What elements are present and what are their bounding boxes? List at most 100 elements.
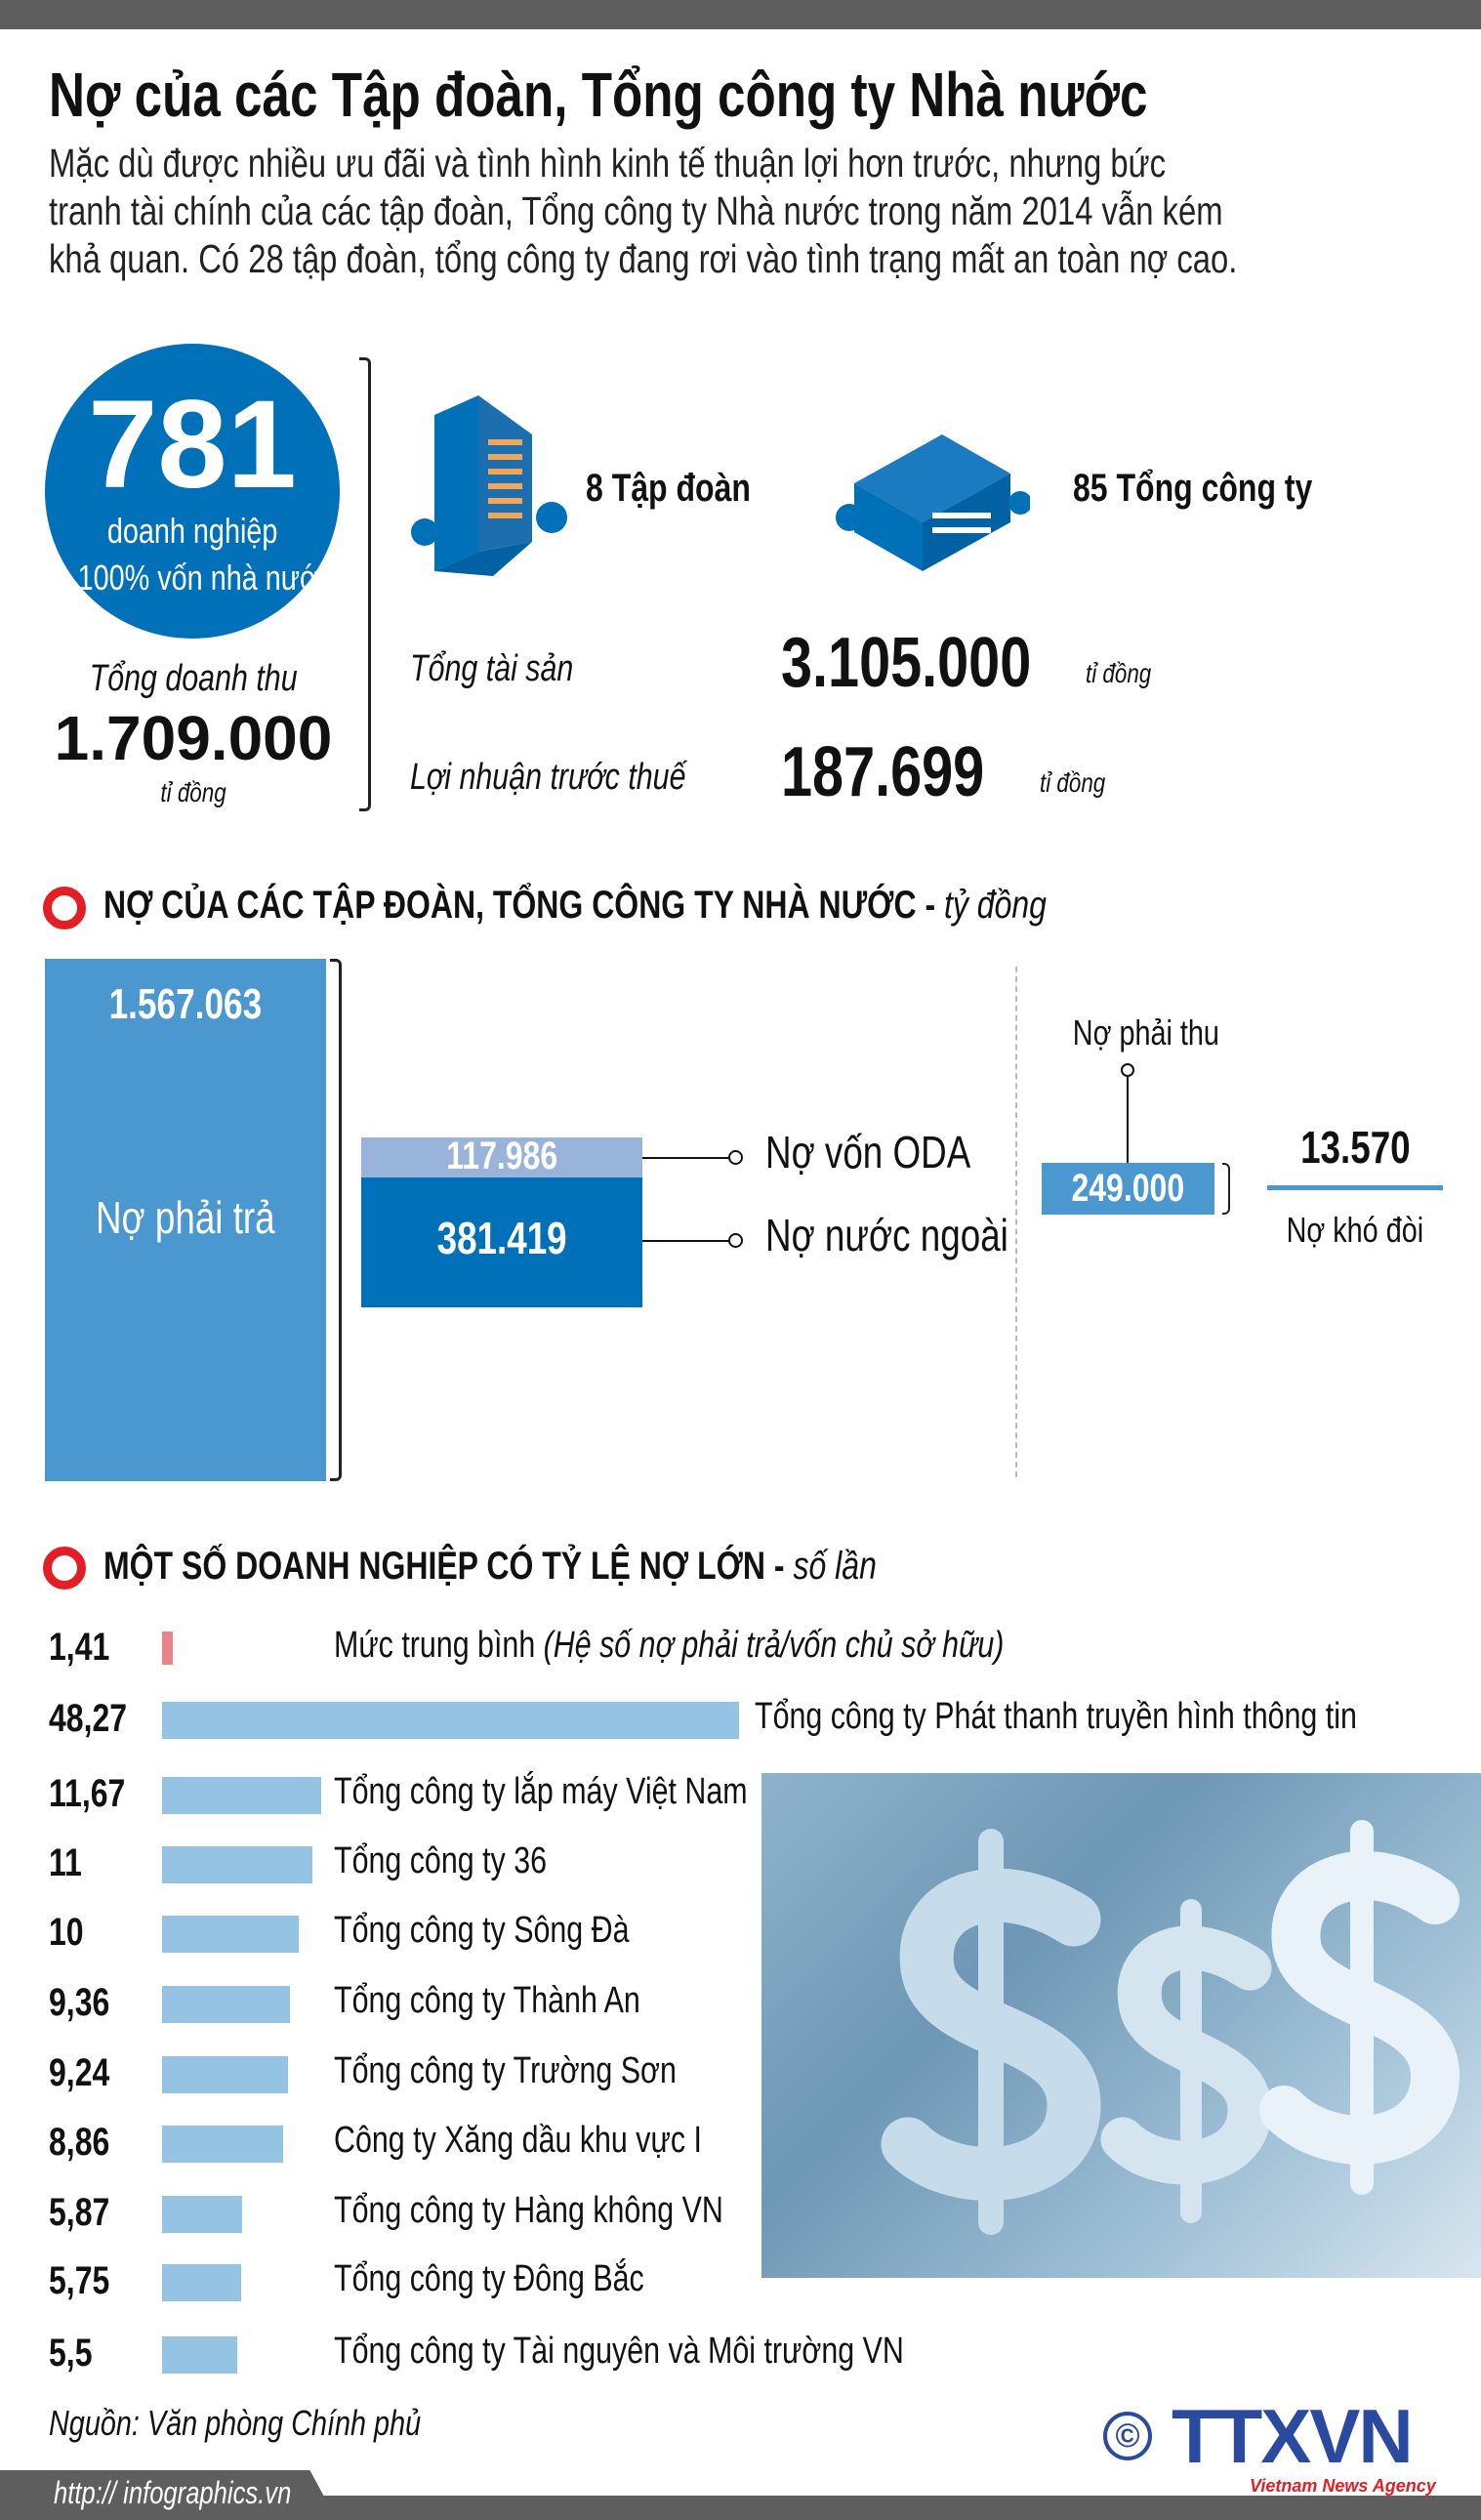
ratio-value-text: 5,5 bbox=[49, 2332, 93, 2375]
ttxvn-logo: TTXVN bbox=[1172, 2393, 1414, 2479]
ratio-bar bbox=[162, 1777, 322, 1814]
ratio-label: Tổng công ty Phát thanh truyền hình thôn… bbox=[755, 1696, 1481, 1738]
ratio-label-text: Mức trung bình bbox=[334, 1625, 536, 1666]
corporation-building-icon bbox=[836, 434, 1030, 571]
assets-label: Tổng tài sản bbox=[410, 648, 614, 690]
oda-label: Nợ vốn ODA bbox=[765, 1128, 1022, 1177]
receivable-bar bbox=[1042, 1163, 1214, 1215]
ratio-value: 5,5 bbox=[49, 2332, 103, 2375]
foreign-debt-bar bbox=[361, 1177, 642, 1307]
ratio-bar bbox=[162, 1916, 299, 1953]
footer-url[interactable]: http:// infographics.vn bbox=[54, 2475, 350, 2510]
ratio-bar bbox=[162, 2264, 241, 2301]
ratio-value-text: 9,36 bbox=[49, 1981, 110, 2024]
profit-label-text: Lợi nhuận trước thuế bbox=[410, 757, 686, 798]
ratio-label: Tổng công ty 36 bbox=[334, 1840, 600, 1882]
ratio-bar bbox=[162, 2196, 243, 2233]
ratio-bar bbox=[162, 1846, 312, 1883]
copyright-icon: © bbox=[1103, 2412, 1152, 2460]
ratio-label-text: Tổng công ty lắp máy Việt Nam bbox=[334, 1771, 748, 1812]
ratio-value: 5,75 bbox=[49, 2259, 125, 2302]
profit-label: Lợi nhuận trước thuế bbox=[410, 757, 755, 799]
assets-label-text: Tổng tài sản bbox=[410, 648, 574, 689]
oda-value: 117.986 bbox=[361, 1136, 642, 1176]
receivable-value: 249.000 bbox=[1042, 1167, 1214, 1210]
receivable-connector-dot bbox=[1121, 1063, 1134, 1077]
enterprise-count-sublabel: 100% vốn nhà nước. bbox=[77, 558, 341, 598]
payable-value: 1.567.063 bbox=[45, 980, 326, 1028]
payable-bracket bbox=[330, 959, 342, 1481]
profit-value-text: 187.699 bbox=[781, 733, 985, 811]
ratio-value: 10 bbox=[49, 1911, 93, 1954]
assets-value: 3.105.000 bbox=[781, 624, 1093, 702]
corporation-count: 85 Tổng công ty bbox=[1073, 467, 1373, 510]
ratio-bar bbox=[162, 2126, 284, 2163]
ratio-value-text: 5,75 bbox=[49, 2259, 110, 2302]
bad-debt-line bbox=[1267, 1185, 1443, 1190]
dollar-sign-icon bbox=[1100, 1899, 1272, 2223]
ratio-label-text: Tổng công ty Hàng không VN bbox=[334, 2190, 723, 2231]
ratio-value: 8,86 bbox=[49, 2121, 125, 2164]
oda-connector bbox=[642, 1157, 732, 1159]
page-title: Nợ của các Tập đoàn, Tổng công ty Nhà nư… bbox=[49, 60, 1422, 130]
enterprise-count: 781 bbox=[88, 375, 297, 515]
footer-url-text[interactable]: http:// infographics.vn bbox=[54, 2475, 292, 2510]
debt-heading-text: NỢ CỦA CÁC TẬP ĐOÀN, TỔNG CÔNG TY NHÀ NƯ… bbox=[103, 884, 936, 927]
foreign-debt-value: 381.419 bbox=[361, 1214, 642, 1263]
bad-debt-value: 13.570 bbox=[1267, 1123, 1443, 1173]
intro-text: khả quan. Có 28 tập đoàn, tổng công ty đ… bbox=[49, 236, 1238, 281]
ratio-label: Tổng công ty Thành An bbox=[334, 1980, 717, 2022]
profit-value: 187.699 bbox=[781, 733, 1035, 811]
ratio-label: Tổng công ty Tài nguyên và Môi trường VN bbox=[334, 2331, 1047, 2373]
summary-bracket bbox=[359, 357, 371, 811]
dollar-sign-icons bbox=[881, 1820, 1460, 2235]
ratio-note: (Hệ số nợ phải trả/vốn chủ sở hữu) bbox=[543, 1625, 1005, 1666]
divider bbox=[1015, 967, 1017, 1477]
foreign-connector bbox=[642, 1240, 732, 1242]
intro-line: Mặc dù được nhiều ưu đãi và tình hình ki… bbox=[49, 141, 1445, 186]
title-text: Nợ của các Tập đoàn, Tổng công ty Nhà nư… bbox=[49, 60, 1148, 130]
ratio-value-text: 11 bbox=[49, 1841, 82, 1884]
debt-section-heading: NỢ CỦA CÁC TẬP ĐOÀN, TỔNG CÔNG TY NHÀ NƯ… bbox=[103, 884, 1282, 927]
enterprise-count-label: doanh nghiệp bbox=[106, 511, 278, 551]
ratio-heading-text: MỘT SỐ DOANH NGHIỆP CÓ TỶ LỆ NỢ LỚN - bbox=[103, 1545, 785, 1588]
corporation-count-text: 85 Tổng công ty bbox=[1073, 467, 1313, 510]
assets-value-text: 3.105.000 bbox=[781, 624, 1032, 702]
bad-debt-label: Nợ khó đòi bbox=[1267, 1211, 1443, 1250]
unit-text: tỉ đồng bbox=[160, 777, 226, 807]
ratio-bar bbox=[162, 2056, 289, 2093]
profit-unit: tỉ đồng bbox=[1040, 767, 1122, 799]
dollar-sign-photo bbox=[761, 1773, 1481, 2278]
revenue-value: 1.709.000 bbox=[54, 703, 333, 773]
ratio-value: 11 bbox=[49, 1841, 90, 1884]
ratio-value: 9,24 bbox=[49, 2051, 125, 2094]
ratio-label: Công ty Xăng dầu khu vực I bbox=[334, 2120, 794, 2162]
ratio-value: 48,27 bbox=[49, 1697, 146, 1740]
ratio-bar bbox=[162, 2336, 237, 2374]
oda-value-text: 117.986 bbox=[446, 1135, 557, 1177]
intro-text: Mặc dù được nhiều ưu đãi và tình hình ki… bbox=[49, 141, 1166, 186]
ratio-label: Tổng công ty Trường Sơn bbox=[334, 2050, 762, 2092]
intro-line: tranh tài chính của các tập đoàn, Tổng c… bbox=[49, 188, 1481, 233]
assets-unit: tỉ đồng bbox=[1086, 658, 1168, 689]
dollar-sign-icon bbox=[881, 1829, 1101, 2235]
ratio-label: Tổng công ty Đông Bắc bbox=[334, 2258, 721, 2300]
footer-url-tab bbox=[0, 2470, 337, 2520]
payable-label-text: Nợ phải trả bbox=[96, 1192, 275, 1243]
oda-label-text: Nợ vốn ODA bbox=[765, 1127, 971, 1177]
unit-text: tỉ đồng bbox=[1086, 658, 1152, 688]
ratio-label-text: Công ty Xăng dầu khu vực I bbox=[334, 2120, 702, 2161]
ratio-value: 9,36 bbox=[49, 1981, 125, 2024]
ratio-label-text: Tổng công ty Sông Đà bbox=[334, 1910, 630, 1951]
ratio-value-text: 9,24 bbox=[49, 2051, 110, 2094]
payable-bar bbox=[45, 959, 326, 1481]
ratio-label: Tổng công ty Sông Đà bbox=[334, 1910, 703, 1952]
unit-text: tỉ đồng bbox=[1040, 767, 1106, 798]
ratio-value: 1,41 bbox=[49, 1626, 125, 1669]
ratio-bar bbox=[162, 1986, 291, 2023]
ratio-label-text: Tổng công ty Trường Sơn bbox=[334, 2050, 677, 2091]
foreign-connector-dot bbox=[728, 1233, 743, 1248]
ratio-section-heading: MỘT SỐ DOANH NGHIỆP CÓ TỶ LỆ NỢ LỚN - số… bbox=[103, 1545, 1070, 1588]
ratio-value: 5,87 bbox=[49, 2191, 125, 2234]
revenue-label: Tổng doanh thu bbox=[37, 660, 350, 697]
